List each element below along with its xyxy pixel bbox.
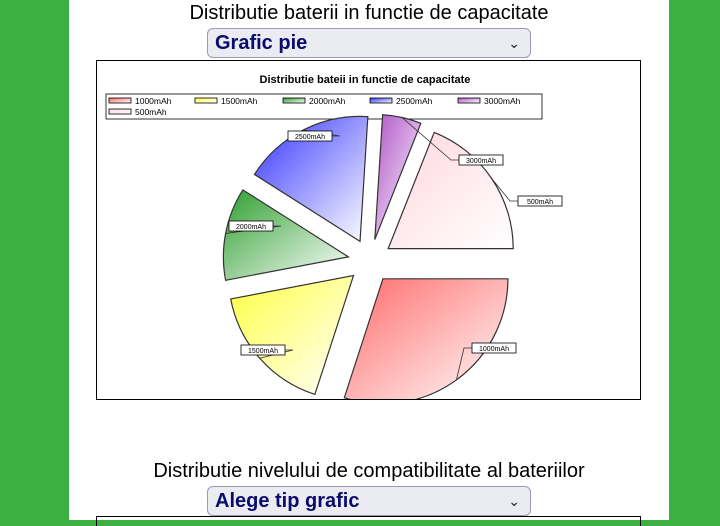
legend-swatch-2500mah — [369, 97, 393, 104]
chevron-down-icon: ⌄ — [508, 35, 520, 51]
legend-box — [105, 93, 543, 120]
second-chart-frame — [96, 516, 641, 526]
legend-label-500mah: 500mAh — [135, 107, 167, 117]
legend-label-2500mah: 2500mAh — [396, 96, 433, 106]
slice-label-1000mah: 1000mAh — [479, 346, 509, 353]
label-leader-1500mah — [259, 349, 294, 359]
legend-swatch-2000mah — [282, 97, 306, 104]
slice-label-3000mah: 3000mAh — [466, 158, 496, 165]
legend-label-1000mah: 1000mAh — [135, 96, 172, 106]
label-box-2000mah — [228, 220, 274, 232]
chart-type-select-capacity[interactable]: Grafic pie ⌄ — [207, 28, 531, 58]
label-box-1000mah — [471, 342, 517, 354]
pie-slice-1000mah — [343, 278, 509, 399]
legend: 1000mAh 1500mAh 2000mAh 2500mAh 3000mAh 500mA… — [108, 96, 521, 117]
slice-label-2000mah: 2000mAh — [236, 224, 266, 231]
content-panel: Distributie baterii in functie de capaci… — [69, 0, 669, 526]
legend-label-2000mah: 2000mAh — [309, 96, 346, 106]
label-leader-500mah — [491, 178, 518, 202]
pie-chart: Distributie bateii in functie de capacit… — [105, 74, 563, 399]
legend-label-3000mah: 3000mAh — [484, 96, 521, 106]
label-leader-3000mah — [401, 117, 459, 161]
pie-slice-1500mah — [230, 274, 355, 396]
legend-label-1500mah: 1500mAh — [221, 96, 258, 106]
select-value: Grafic pie — [215, 32, 308, 54]
legend-swatch-3000mah — [457, 97, 481, 104]
section-title-capacity: Distributie baterii in functie de capaci… — [189, 2, 549, 24]
legend-swatch-1500mah — [194, 97, 218, 104]
slice-label-1500mah: 1500mAh — [248, 348, 278, 355]
slice-label-500mah: 500mAh — [527, 199, 553, 206]
chart-type-select-compatibility[interactable]: Alege tip grafic ⌄ — [207, 486, 531, 516]
legend-swatch-500mah — [108, 108, 132, 115]
label-box-2500mah — [287, 130, 333, 142]
slice-label-2500mah: 2500mAh — [295, 134, 325, 141]
pie-slice-500mah — [387, 131, 514, 250]
chevron-down-icon: ⌄ — [508, 493, 520, 509]
pie-chart-frame: Distributie bateii in functie de capacit… — [96, 60, 641, 400]
label-box-3000mah — [458, 154, 504, 166]
select-value: Alege tip grafic — [215, 490, 360, 512]
legend-swatch-1000mah — [108, 97, 132, 104]
label-leader-1000mah — [456, 347, 472, 381]
section-title-compatibility: Distributie nivelului de compatibilitate… — [153, 460, 585, 482]
label-box-1500mah — [240, 344, 286, 356]
pie-labels: 1000mAh 1500mAh 2000mAh 2500mAh 3000mAh 500mA… — [225, 117, 563, 381]
chart-title: Distributie bateii in functie de capacit… — [260, 74, 471, 86]
label-box-500mah — [517, 195, 563, 207]
